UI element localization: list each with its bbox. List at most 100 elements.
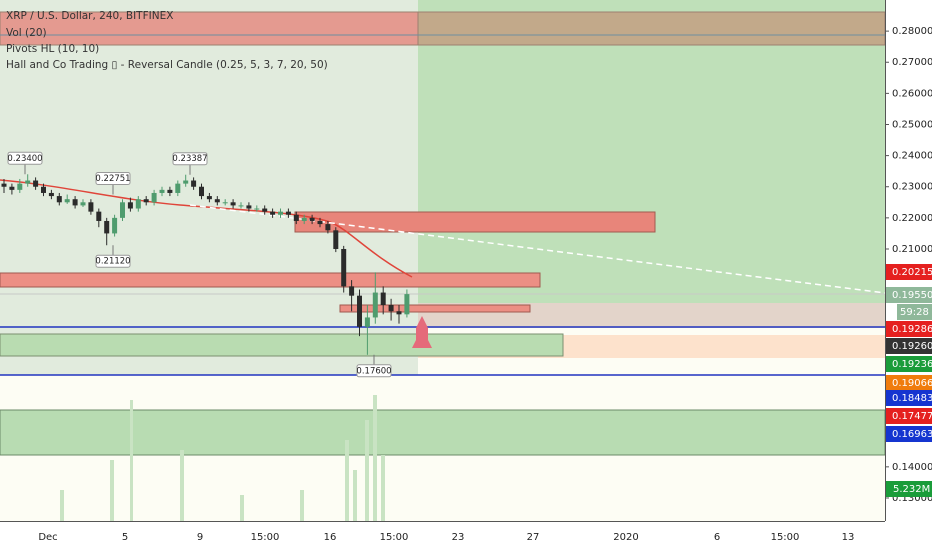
candle-body [135, 199, 141, 209]
candle-body [9, 186, 15, 190]
x-tick-label: 15:00 [251, 532, 280, 543]
candle-body [183, 180, 189, 184]
x-tick-label: 2020 [613, 532, 638, 543]
candle-body [206, 196, 212, 200]
candle-body [317, 220, 323, 225]
candle-body [341, 248, 347, 287]
candle-body [254, 208, 260, 210]
price-tag-label: 0.16963 [892, 429, 932, 440]
candle-body [333, 230, 339, 249]
volume-tag-label: 5.232M [893, 484, 930, 495]
candle-body [143, 199, 149, 203]
y-tick-label: 0.27000 [892, 57, 932, 68]
candle-body [380, 292, 386, 306]
zone-right [418, 0, 885, 303]
y-tick-label: 0.24000 [892, 151, 932, 162]
price-tag-label: 0.19260 [892, 341, 932, 352]
candle-body [96, 211, 102, 221]
zone-red [0, 272, 541, 288]
y-tick-label: 0.22000 [892, 213, 932, 224]
candle-body [25, 180, 31, 184]
y-tick-label: 0.23000 [892, 182, 932, 193]
price-tag-label: 0.18483 [892, 393, 932, 404]
candle-body [112, 217, 118, 234]
candle-body [388, 305, 394, 312]
candle-body [238, 205, 244, 207]
price-tag [886, 408, 932, 424]
y-tick-label: 0.13000 [892, 493, 932, 504]
zone-top [0, 11, 419, 46]
candle-body [48, 192, 54, 197]
x-tick-label: 27 [527, 532, 540, 543]
candle-body [246, 205, 252, 209]
candle-body [88, 202, 94, 212]
x-tick-label: 5 [122, 532, 128, 543]
candle-body [396, 311, 402, 315]
x-tick-label: 15:00 [771, 532, 800, 543]
candle-body [278, 211, 283, 215]
pivot-label: 0.21120 [95, 257, 130, 267]
candle-body [325, 224, 331, 231]
symbol-title: XRP / U.S. Dollar, 240, BITFINEX [6, 10, 173, 22]
pivot-label: 0.22751 [95, 174, 130, 184]
trend-line [189, 204, 886, 294]
pivot-label: 0.23400 [7, 154, 42, 164]
candle-body [1, 183, 7, 187]
candle-body [33, 180, 39, 187]
zone-red [294, 211, 656, 233]
price-tag [886, 338, 932, 354]
y-tick-label: 0.14000 [892, 462, 932, 473]
pivot-box [95, 254, 131, 268]
price-tag [886, 264, 932, 280]
price-tag [886, 426, 932, 442]
moving-average [0, 179, 413, 278]
y-tick-label: 0.25000 [892, 119, 932, 130]
price-tag-label: 0.19550 [892, 290, 932, 301]
zone-top-right [417, 11, 886, 46]
candle-body [127, 202, 133, 209]
candle-body [64, 199, 70, 203]
candle-body [167, 189, 173, 193]
y-tick-label: 0.21000 [892, 244, 932, 255]
indicator-label: Pivots HL (10, 10) [6, 43, 99, 55]
time-axis [0, 521, 885, 550]
countdown: 59:28 [900, 307, 929, 318]
x-tick-label: 23 [452, 532, 465, 543]
price-tag [886, 287, 932, 303]
candle-body [372, 292, 378, 318]
price-tag-label: 0.19286 [892, 324, 932, 335]
price-tag-label: 0.20215 [892, 267, 932, 278]
candle-body [41, 186, 46, 193]
y-tick-label: 0.28000 [892, 26, 932, 37]
x-tick-label: 9 [197, 532, 203, 543]
candle-body [120, 202, 125, 218]
pivot-box [172, 152, 208, 166]
pivot-box [7, 151, 43, 165]
candle-body [80, 202, 86, 206]
price-tag-label: 0.19236 [892, 359, 932, 370]
x-tick-label: 16 [324, 532, 337, 543]
candle-body [309, 217, 315, 221]
candle-body [357, 295, 362, 327]
price-tag-label: 0.19066 [892, 378, 932, 389]
candle-body [285, 211, 291, 215]
price-tag [886, 375, 932, 391]
x-tick-label: 13 [842, 532, 855, 543]
pivot-box [95, 171, 131, 185]
pivot-label: 0.23387 [172, 154, 207, 164]
pivot-box [356, 364, 392, 378]
x-tick-label: 6 [714, 532, 720, 543]
volume [60, 395, 385, 521]
candle-body [17, 183, 23, 190]
zone-green [0, 333, 564, 357]
candle-body [72, 199, 78, 206]
volume-tag [886, 481, 932, 497]
candle-body [159, 189, 165, 193]
candle-body [199, 186, 204, 197]
candle-body [230, 202, 236, 206]
indicator-label: Vol (20) [6, 27, 47, 39]
candle-body [404, 294, 410, 315]
pivot-label: 0.17600 [356, 366, 391, 376]
countdown-box [897, 304, 932, 320]
